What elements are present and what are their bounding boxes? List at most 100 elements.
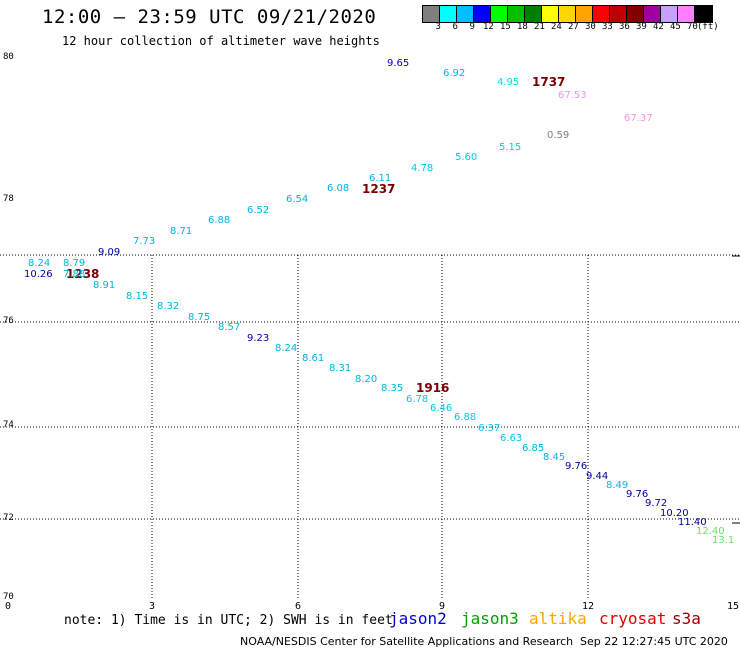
swh-value: 0.59 [547, 130, 570, 141]
footer-note: note: 1) Time is in UTC; 2) SWH is in fe… [64, 613, 393, 628]
swh-value: 9.09 [98, 247, 121, 258]
legend-label: 3 [435, 22, 441, 32]
legend-label: 70 [687, 22, 698, 32]
sat-jason2-label: jason2 [389, 609, 447, 628]
lon-label: 6 [295, 601, 302, 612]
legend-swatch [559, 6, 576, 22]
swh-value: 67.53 [558, 90, 587, 101]
swh-value: 6.54 [286, 194, 309, 205]
swh-value: 9.76 [626, 489, 649, 500]
legend-label: 42 [653, 22, 664, 32]
legend-swatch [474, 6, 491, 22]
legend-swatch [644, 6, 661, 22]
swh-value: 5.60 [455, 152, 478, 163]
swh-value: 8.75 [188, 312, 211, 323]
swh-value: 6.85 [522, 443, 545, 454]
lon-label: 9 [439, 601, 446, 612]
swh-value: 11.40 [678, 517, 707, 528]
legend-label: 33 [602, 22, 613, 32]
swh-value: 12.40 [696, 526, 725, 537]
lon-label: 0 [5, 601, 12, 612]
generation-timestamp: Sep 22 12:27:45 UTC 2020 [580, 635, 728, 648]
swh-value: 10.20 [660, 508, 689, 519]
legend-label: 39 [636, 22, 647, 32]
legend-swatch [678, 6, 695, 22]
swh-value: 67.37 [624, 113, 653, 124]
swh-value: 5.15 [499, 142, 522, 153]
lat-label: 70 [3, 592, 14, 602]
legend-swatch [695, 6, 712, 22]
swh-value: 6.37 [478, 423, 501, 434]
legend-label: 36 [619, 22, 630, 32]
pass-time-label: 1237 [362, 182, 396, 196]
legend-label: 21 [534, 22, 545, 32]
pass-time-label: 1238 [66, 267, 100, 281]
legend-swatch [610, 6, 627, 22]
swh-value: 7.73 [133, 236, 156, 247]
swh-value: 8.24 [28, 258, 51, 269]
swh-color-legend [422, 5, 713, 23]
swh-value: 8.71 [170, 226, 193, 237]
swh-value: 8.91 [93, 280, 116, 291]
lat-label: 72 [3, 513, 14, 523]
lat-label: 78 [3, 194, 14, 204]
swh-value: 6.52 [247, 205, 270, 216]
legend-swatch [440, 6, 457, 22]
legend-label: 24 [551, 22, 562, 32]
swh-value: 6.11 [369, 173, 392, 184]
sat-cryosat-label: cryosat [599, 609, 667, 628]
legend-swatch [542, 6, 559, 22]
swh-value: 8.20 [355, 374, 378, 385]
swh-value: 9.44 [586, 471, 609, 482]
legend-label: 45 [670, 22, 681, 32]
swh-value: 8.35 [381, 383, 404, 394]
legend-label: 27 [568, 22, 579, 32]
swh-value: 6.88 [208, 215, 231, 226]
map-title: 12:00 – 23:59 UTC 09/21/2020 [42, 6, 377, 28]
legend-swatch [525, 6, 542, 22]
legend-swatch [423, 6, 440, 22]
swh-value: 8.79 [63, 258, 86, 269]
swh-value: 13.1 [712, 535, 735, 546]
legend-swatch [627, 6, 644, 22]
lat-label: 74 [3, 420, 14, 430]
legend-swatch [661, 6, 678, 22]
legend-label: 6 [452, 22, 458, 32]
pass-time-label: 1916 [416, 381, 450, 395]
swh-value: 8.24 [275, 343, 298, 354]
swh-value: 6.78 [406, 394, 429, 405]
swh-value: 4.78 [411, 163, 434, 174]
sat-jason3-label: jason3 [461, 609, 519, 628]
legend-swatch [457, 6, 474, 22]
swh-value: 6.46 [430, 403, 453, 414]
lat-label: 76 [3, 316, 14, 326]
sat-s3a-label: s3a [672, 609, 701, 628]
swh-value: 7.88 [63, 269, 86, 280]
swh-value: 6.88 [454, 412, 477, 423]
credit-text: NOAA/NESDIS Center for Satellite Applica… [240, 635, 574, 648]
legend-swatch [508, 6, 525, 22]
pass-time-label: 1737 [532, 75, 566, 89]
swh-value: 6.08 [327, 183, 350, 194]
legend-swatch [491, 6, 508, 22]
legend-label: 18 [517, 22, 528, 32]
legend-label: 30 [585, 22, 596, 32]
swh-value: 8.31 [329, 363, 352, 374]
legend-label: 15 [500, 22, 511, 32]
swh-value: 8.49 [606, 480, 629, 491]
lat-label: 80 [3, 52, 14, 62]
swh-value: 8.32 [157, 301, 180, 312]
swh-value: 8.57 [218, 322, 241, 333]
legend-swatch [593, 6, 610, 22]
legend-label: 12 [483, 22, 494, 32]
swh-value: 9.23 [247, 333, 270, 344]
swh-value: 8.15 [126, 291, 149, 302]
swh-value: 6.92 [443, 68, 466, 79]
swh-value: 8.61 [302, 353, 325, 364]
swh-value: 8.45 [543, 452, 566, 463]
lon-label: 15 [727, 601, 740, 612]
swh-value: 9.65 [387, 58, 410, 69]
swh-value: 6.63 [500, 433, 523, 444]
